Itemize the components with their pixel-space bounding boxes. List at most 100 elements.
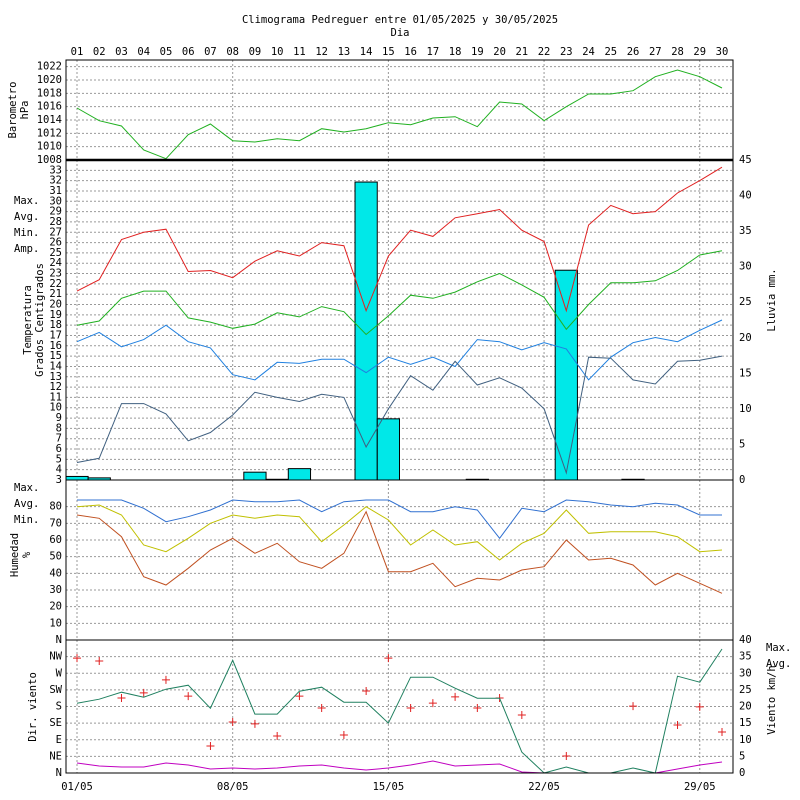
line <box>76 69 723 160</box>
y-tick-label: 23 <box>49 268 62 280</box>
y2-tick-label: 20 <box>739 701 752 713</box>
y-tick-label: 16 <box>49 340 62 352</box>
y2-tick-label: 5 <box>739 438 745 450</box>
y-tick-label: 6 <box>56 443 62 455</box>
x-tick-label: 27 <box>649 46 662 58</box>
line <box>76 166 723 313</box>
point <box>95 657 104 666</box>
point <box>206 742 215 751</box>
point <box>228 718 237 727</box>
legend-label: Min. <box>14 227 39 239</box>
x-tick-label: 21 <box>515 46 528 58</box>
x-tick-label: 03 <box>115 46 128 58</box>
x-tick-label: 30 <box>716 46 729 58</box>
bar <box>376 418 400 481</box>
point <box>562 752 571 761</box>
point <box>451 692 460 701</box>
line <box>76 250 723 336</box>
point <box>339 730 348 739</box>
point <box>629 702 638 711</box>
x-tick-label: 25 <box>604 46 617 58</box>
y-tick-label: 30 <box>49 195 62 207</box>
y-tick-label: 10 <box>49 402 62 414</box>
y2-tick-label: 35 <box>739 225 752 237</box>
x-tick-label: 13 <box>338 46 351 58</box>
line <box>76 510 723 594</box>
x-tick-label: 01 <box>71 46 84 58</box>
y2-tick-label: 15 <box>739 367 752 379</box>
y-tick-label: 4 <box>56 464 62 476</box>
x-tick-label: 08 <box>226 46 239 58</box>
legend-label: Max. <box>14 195 39 207</box>
y-tick-label: 60 <box>49 534 62 546</box>
y2-tick-label: 0 <box>739 767 745 779</box>
line <box>76 319 723 381</box>
point <box>139 688 148 697</box>
y-tick-label: 12 <box>49 381 62 393</box>
x-tick-label: 06 <box>182 46 195 58</box>
y-tick-label: E <box>56 734 62 746</box>
bar <box>65 475 89 481</box>
y-tick-label: N <box>56 634 62 646</box>
point <box>295 692 304 701</box>
line <box>76 355 723 475</box>
x-axis-label: Dia <box>391 27 410 39</box>
y-tick-label: 32 <box>49 175 62 187</box>
y2-tick-label: 10 <box>739 734 752 746</box>
x-tick-label: 20 <box>493 46 506 58</box>
point <box>317 703 326 712</box>
y-tick-label: 28 <box>49 216 62 228</box>
x-tick-label: 24 <box>582 46 595 58</box>
x-tick-label: 11 <box>293 46 306 58</box>
y2-tick-label: 25 <box>739 296 752 308</box>
y-tick-label: 80 <box>49 501 62 513</box>
y-tick-label: 30 <box>49 584 62 596</box>
point <box>718 727 726 736</box>
y2-tick-label: 20 <box>739 332 752 344</box>
x-tick-label: 22 <box>538 46 551 58</box>
point <box>473 703 482 712</box>
chart-title: Climograma Pedreguer entre 01/05/2025 y … <box>242 14 558 26</box>
y-tick-label: 50 <box>49 551 62 563</box>
x-tick-label: 09 <box>249 46 262 58</box>
point <box>250 719 259 728</box>
x-tick-label: 29/05 <box>684 781 716 793</box>
y-axis-label: Grados Centigrados <box>34 263 46 377</box>
point <box>117 694 126 703</box>
bar <box>354 181 378 481</box>
legend-label: Avg. <box>14 211 39 223</box>
point <box>384 654 393 663</box>
point <box>695 702 704 711</box>
y-tick-label: 22 <box>49 278 62 290</box>
y-tick-label: 11 <box>49 391 62 403</box>
legend-label: Min. <box>14 514 39 526</box>
y-tick-label: 5 <box>56 453 62 465</box>
y-tick-label: 15 <box>49 350 62 362</box>
x-tick-label: 07 <box>204 46 217 58</box>
y-tick-label: N <box>56 767 62 779</box>
line <box>77 499 722 540</box>
y-tick-label: 1014 <box>37 114 62 126</box>
y2-tick-label: 0 <box>739 474 745 486</box>
y-axis-label: % <box>21 551 33 558</box>
y-tick-label: 8 <box>56 422 62 434</box>
y-tick-label: 24 <box>49 257 62 269</box>
point <box>73 654 81 663</box>
y-tick-label: S <box>56 701 62 713</box>
y2-tick-label: 25 <box>739 684 752 696</box>
line <box>76 648 723 774</box>
y-tick-label: W <box>56 667 63 679</box>
y2-tick-label: 35 <box>739 651 752 663</box>
y-tick-label: 3 <box>56 474 62 486</box>
plot-frame <box>65 639 734 774</box>
x-tick-label: 10 <box>271 46 284 58</box>
y-tick-label: 20 <box>49 299 62 311</box>
y-tick-label: 27 <box>49 226 62 238</box>
x-tick-label: 26 <box>627 46 640 58</box>
y-tick-label: 1010 <box>37 141 62 153</box>
legend-label: Max. <box>766 642 791 654</box>
y2-axis-label: Lluvia mm. <box>766 268 778 331</box>
y-tick-label: 70 <box>49 517 62 529</box>
y-tick-label: 1020 <box>37 74 62 86</box>
y-axis-label: Humedad <box>9 533 21 577</box>
